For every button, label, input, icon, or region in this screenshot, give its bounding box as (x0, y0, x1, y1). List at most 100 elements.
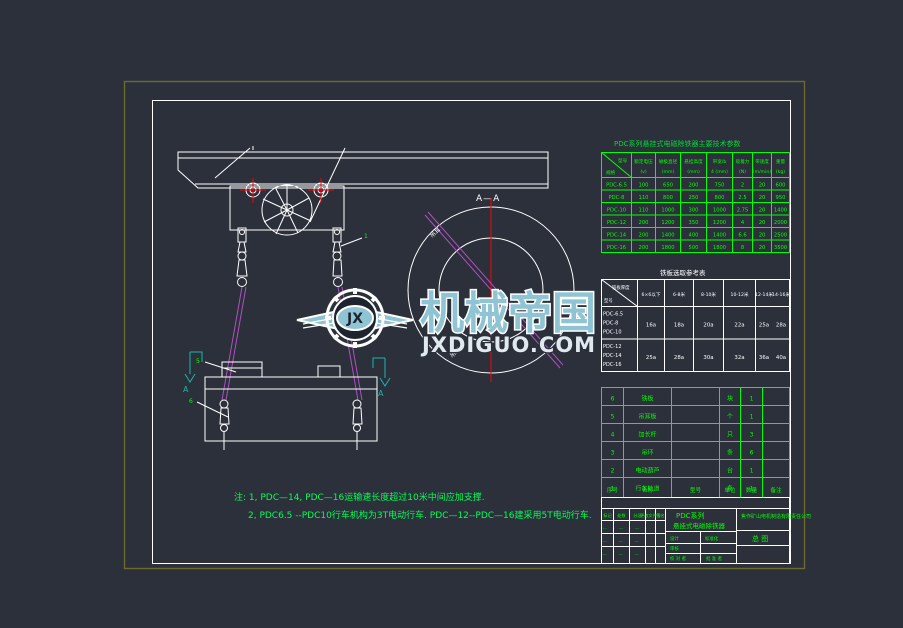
spec-cell: 800 (663, 195, 673, 201)
spec-col-name: 额定电压 (634, 158, 653, 165)
section-letter-right: A (378, 389, 384, 398)
diag-label-top: 吊耳 (429, 226, 443, 239)
note-line-2: 2, PDC6.5 --PDC10行车机构为3T电动行车. PDC—12--PD… (248, 509, 592, 521)
hanger-left (219, 227, 248, 450)
spec-cell: 200 (639, 233, 649, 239)
title-left-tick: ··· (603, 552, 607, 557)
title-left-tick: ··· (619, 552, 623, 557)
spec-cell: 20 (759, 245, 766, 251)
part-cell: 6 (750, 450, 754, 457)
thickness-col-header: 8-10米 (701, 291, 716, 298)
parts-header: 型号 (690, 486, 702, 494)
spec-cell: 110 (639, 195, 649, 201)
title-left-tick: ··· (603, 539, 607, 544)
spec-cell: 20 (759, 233, 766, 239)
spec-cell: 4 (741, 220, 745, 226)
thickness-value: 25a (759, 323, 769, 329)
thickness-col-header: 14-16米 (772, 291, 790, 298)
spec-cell: 1000 (713, 208, 726, 214)
spec-col-unit: (kg) (776, 169, 785, 175)
stamp-approver: 校 对 者 (670, 555, 687, 562)
spec-cell: 100 (639, 183, 649, 189)
spec-cell: 1400 (713, 233, 726, 239)
parts-header: 单位 (724, 486, 736, 494)
spec-cell: 20 (759, 183, 766, 189)
title-left-tick: ··· (619, 539, 623, 544)
spec-cell: PDC-10 (607, 208, 626, 214)
part-cell: 个 (727, 414, 733, 421)
part-cell: 1 (750, 468, 754, 475)
magnet-body (204, 388, 378, 442)
callout-6: 6 (189, 398, 193, 405)
thickness-table-title: 铁板选取参考表 (660, 268, 706, 277)
thickness-model: PDC-14 (603, 353, 622, 359)
title-left-field: 更改文件号 (640, 512, 661, 519)
stamp-label: 审核 (670, 545, 679, 552)
title-left-tick: ··· (635, 539, 639, 544)
spec-cell: 1800 (713, 245, 726, 251)
spec-cell: PDC-14 (607, 233, 627, 239)
spec-col-name: 带速度 (755, 158, 769, 165)
spec-cell: 200 (639, 220, 649, 226)
spec-cell: 1800 (661, 245, 674, 251)
thickness-model: PDC-16 (603, 362, 622, 368)
stamp-approver: 批 准 者 (706, 555, 723, 562)
elevation-view: 1 A A 5 6 (177, 146, 549, 450)
inner-frame (152, 100, 791, 564)
section-letter-left: A (183, 385, 189, 394)
parts-header: 备注 (770, 486, 782, 494)
thickness-col-header: 6×6以下 (642, 292, 661, 298)
spec-cell: 1400 (774, 208, 787, 214)
thickness-corner-top: 铁板厚度 (612, 284, 630, 291)
spec-col-unit: (v) (640, 169, 647, 175)
spec-col-unit: (mm) (687, 169, 700, 175)
part-cell: 1 (750, 486, 754, 493)
thickness-value: 40a (776, 355, 786, 361)
title-series: PDC系列 (676, 511, 705, 520)
title-left-tick: ··· (619, 526, 623, 531)
section-title: A—A (476, 194, 500, 204)
spec-cell: 2.75 (737, 208, 749, 214)
title-left-field: 签名 (656, 512, 664, 519)
spec-cell: 1400 (661, 233, 674, 239)
thickness-model: PDC-8 (603, 321, 618, 327)
spec-cell: PDC-8 (609, 195, 625, 201)
spec-col-name: 吸着力 (736, 158, 750, 165)
part-cell: 条 (727, 449, 733, 457)
spec-cell: 750 (715, 183, 725, 189)
thickness-value: 18a (674, 323, 684, 329)
thickness-value: 16a (646, 323, 656, 329)
title-left-tick: ··· (603, 526, 607, 531)
stamp-label: 标准化 (705, 535, 719, 542)
thickness-value: 32a (734, 355, 744, 361)
spec-cell: 3500 (774, 245, 787, 251)
spec-col-unit: 4 (mm) (711, 169, 728, 175)
part-cell: 条 (727, 485, 733, 493)
section-diagonal-2 (427, 211, 564, 366)
spec-cell: 650 (663, 183, 673, 189)
spec-cell: 250 (689, 195, 699, 201)
spec-col-name: 磁极直径 (659, 158, 678, 165)
spec-cell: 2 (741, 183, 744, 189)
title-company: 焦作矿山电机制造有限责任公司 (741, 513, 811, 520)
section-view-aa: A—A 吊耳 吊环 (407, 194, 575, 382)
spec-cell: 20 (759, 208, 766, 214)
title-sheet: 总 图 (752, 534, 768, 543)
spec-cell: 2000 (774, 220, 787, 226)
part-cell: 块 (727, 395, 733, 403)
spec-cell: 950 (776, 195, 786, 201)
part-cell: 行车轨道 (635, 485, 659, 493)
part-cell: 4 (611, 432, 615, 439)
thickness-corner-bottom: 型号 (604, 297, 613, 304)
part-cell: 加长杆 (638, 431, 656, 439)
spec-col-unit: (N) (739, 169, 746, 175)
callout-5: 5 (196, 358, 200, 365)
spec-cell: 400 (689, 233, 699, 239)
part-cell: 台 (727, 467, 733, 475)
thickness-value: 36a (759, 355, 769, 361)
part-cell: 吊耳板 (638, 413, 656, 421)
part-cell: 3 (750, 432, 754, 439)
